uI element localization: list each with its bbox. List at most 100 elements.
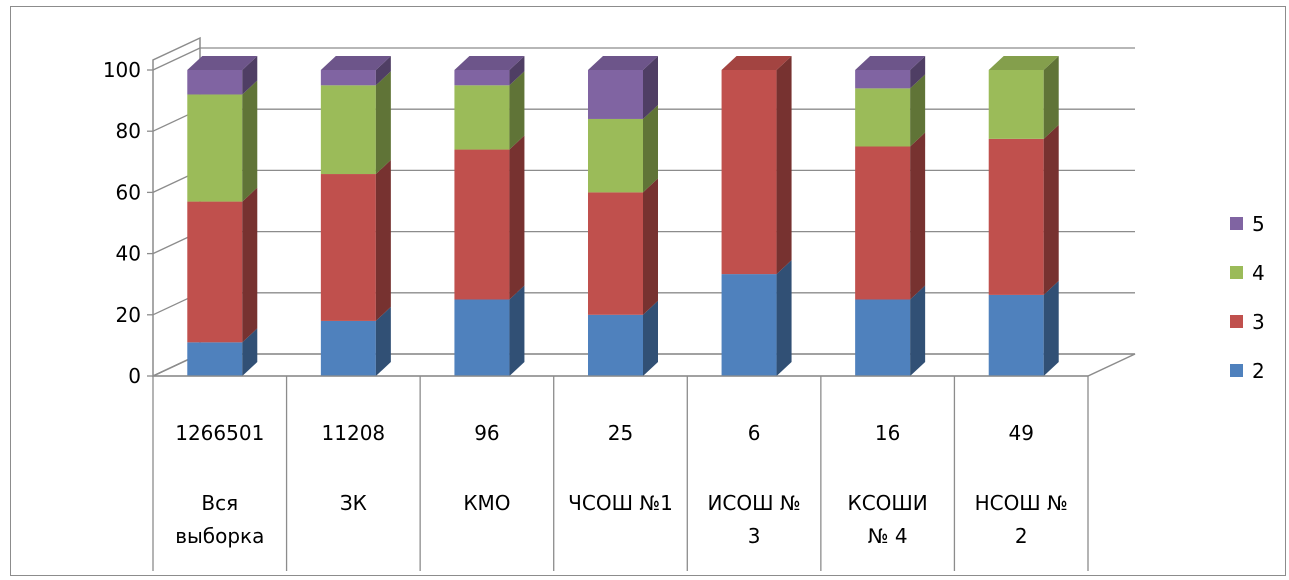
bar-segment-top — [855, 56, 926, 70]
category-count-label: 16 — [875, 421, 900, 445]
bar-stack — [855, 56, 926, 376]
bar-segment — [855, 146, 911, 300]
category-count-label: 96 — [474, 421, 499, 445]
bar-segment — [320, 85, 376, 175]
legend-item: 3 — [1230, 310, 1265, 334]
category-count-label: 6 — [748, 421, 761, 445]
bar-segment-side — [242, 187, 258, 343]
legend-label: 4 — [1252, 261, 1265, 285]
bar-segment-top — [988, 56, 1059, 70]
bar-segment — [454, 70, 510, 86]
bar-segment-side — [643, 178, 658, 315]
bar-segment — [988, 138, 1044, 295]
category-name-label: КСОШИ — [848, 491, 928, 515]
category-name-label: № 4 — [868, 524, 908, 548]
bar-segment — [187, 342, 243, 376]
category-count-label: 1266501 — [175, 421, 264, 445]
bar-segment-top — [454, 56, 525, 70]
category-name-label: 2 — [1015, 524, 1028, 548]
bar-segment-side — [242, 80, 258, 202]
category-count-label: 49 — [1008, 421, 1033, 445]
bar-stack — [320, 56, 391, 376]
bar-segment — [855, 88, 911, 147]
bar-segment-side — [1043, 56, 1059, 139]
category-name-label: НСОШ № — [975, 491, 1068, 515]
y-tick-label: 100 — [103, 58, 141, 82]
y-tick-label: 60 — [116, 180, 141, 204]
bar-stack — [187, 56, 258, 376]
bar-segment-side — [242, 328, 258, 376]
bar-segment — [988, 294, 1044, 376]
bar-segment — [855, 299, 911, 376]
legend-swatch — [1230, 217, 1243, 230]
bars — [187, 56, 1059, 376]
y-tick-label: 80 — [116, 119, 141, 143]
bar-segment-side — [509, 56, 525, 86]
legend-label: 5 — [1252, 212, 1265, 236]
y-tick-label: 20 — [116, 303, 141, 327]
bar-stack — [721, 56, 792, 376]
bar-segment — [855, 70, 911, 89]
bar-segment — [721, 274, 777, 376]
legend: 5 4 3 2 — [1230, 212, 1265, 383]
bar-segment-side — [643, 104, 658, 193]
category-name-label: выборка — [175, 524, 264, 548]
bar-segment-side — [776, 56, 792, 275]
bar-segment — [187, 201, 243, 343]
bar-segment — [454, 85, 510, 150]
bar-segment-top — [588, 56, 658, 70]
gridline-side — [152, 47, 201, 71]
bar-segment — [988, 70, 1044, 139]
bar-stack — [454, 56, 525, 376]
bar-segment-side — [910, 285, 926, 376]
bar-segment — [320, 174, 376, 321]
bar-segment-side — [242, 56, 258, 95]
legend-label: 3 — [1252, 310, 1265, 334]
bar-segment — [454, 149, 510, 300]
bar-segment-side — [1043, 124, 1059, 295]
legend-item: 2 — [1230, 359, 1265, 383]
legend-item: 5 — [1230, 212, 1265, 236]
y-axis: 0 20 40 60 80 100 — [103, 58, 153, 388]
bar-segment-side — [910, 74, 926, 147]
bar-segment-top — [320, 56, 391, 70]
bar-stack — [988, 56, 1059, 376]
y-tick-label: 0 — [128, 364, 141, 388]
bar-segment-side — [643, 300, 658, 376]
bar-segment-side — [509, 285, 525, 376]
bar-segment-top — [187, 56, 258, 70]
bar-segment — [721, 70, 777, 275]
bar-segment — [588, 314, 643, 376]
y-tick-label: 40 — [116, 242, 141, 266]
category-count-label: 11208 — [322, 421, 386, 445]
category-name-label: Вся — [201, 491, 238, 515]
chart-frame — [10, 6, 1286, 576]
bar-segment-side — [375, 56, 391, 86]
bar-segment — [588, 70, 643, 119]
category-name-label: ЧСОШ №1 — [568, 491, 673, 515]
bar-stack — [588, 56, 658, 376]
category-name-label: 3 — [748, 524, 761, 548]
bar-segment-side — [509, 71, 525, 150]
bar-segment — [320, 70, 376, 86]
bar-segment-side — [643, 56, 658, 119]
legend-swatch — [1230, 266, 1243, 279]
category-name-label: ИСОШ № — [707, 491, 800, 515]
category-count-label: 25 — [608, 421, 633, 445]
legend-label: 2 — [1252, 359, 1265, 383]
category-name-label: ЗК — [340, 491, 367, 515]
bar-segment — [187, 70, 243, 95]
bar-segment — [588, 118, 643, 193]
bar-segment-side — [776, 260, 792, 376]
bar-segment-side — [375, 160, 391, 321]
bar-segment-side — [375, 71, 391, 175]
bar-segment-side — [910, 56, 926, 89]
bar-segment — [187, 94, 243, 202]
category-table: 1266501 Вся выборка 11208 ЗК 96 КМО 25 ЧСОШ №1 6 И… — [152, 375, 1089, 571]
legend-swatch — [1230, 364, 1243, 377]
bar-segment-side — [509, 135, 525, 300]
bar-segment-side — [1043, 280, 1059, 376]
bar-segment-top — [721, 56, 792, 70]
legend-swatch — [1230, 315, 1243, 328]
bar-segment — [320, 320, 376, 376]
